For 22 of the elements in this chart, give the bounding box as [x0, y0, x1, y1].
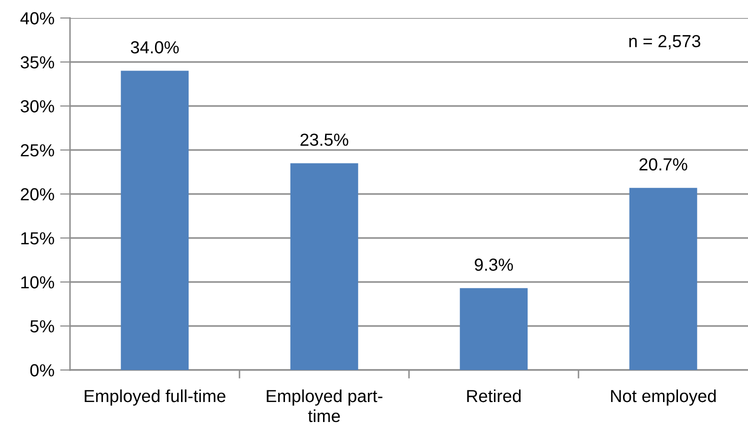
annotation: n = 2,573	[629, 35, 700, 50]
data-label: 9.3%	[474, 258, 513, 271]
bar	[460, 288, 528, 370]
y-tick-label: 25%	[20, 144, 54, 156]
bar	[120, 70, 189, 370]
data-label: 20.7%	[640, 158, 688, 171]
y-tick-label: 35%	[20, 56, 54, 68]
y-tick-label: 15%	[21, 232, 54, 244]
x-tick-label: Employed full-time	[84, 389, 226, 406]
y-tick-label: 30%	[20, 100, 54, 112]
y-tick-label: 20%	[20, 188, 54, 200]
bar	[290, 163, 358, 370]
bar	[629, 188, 698, 370]
x-tick-label: Retired	[467, 389, 521, 402]
y-tick-label: 0%	[30, 364, 54, 376]
y-tick-label: 10%	[21, 276, 54, 288]
x-tick-label: Not employed	[611, 389, 716, 406]
y-tick-label: 5%	[30, 320, 54, 332]
data-label: 23.5%	[300, 134, 348, 146]
y-tick-label: 40%	[20, 12, 54, 24]
data-label: 34.0%	[130, 41, 179, 54]
x-tick-label: Employed part- time	[266, 389, 382, 422]
